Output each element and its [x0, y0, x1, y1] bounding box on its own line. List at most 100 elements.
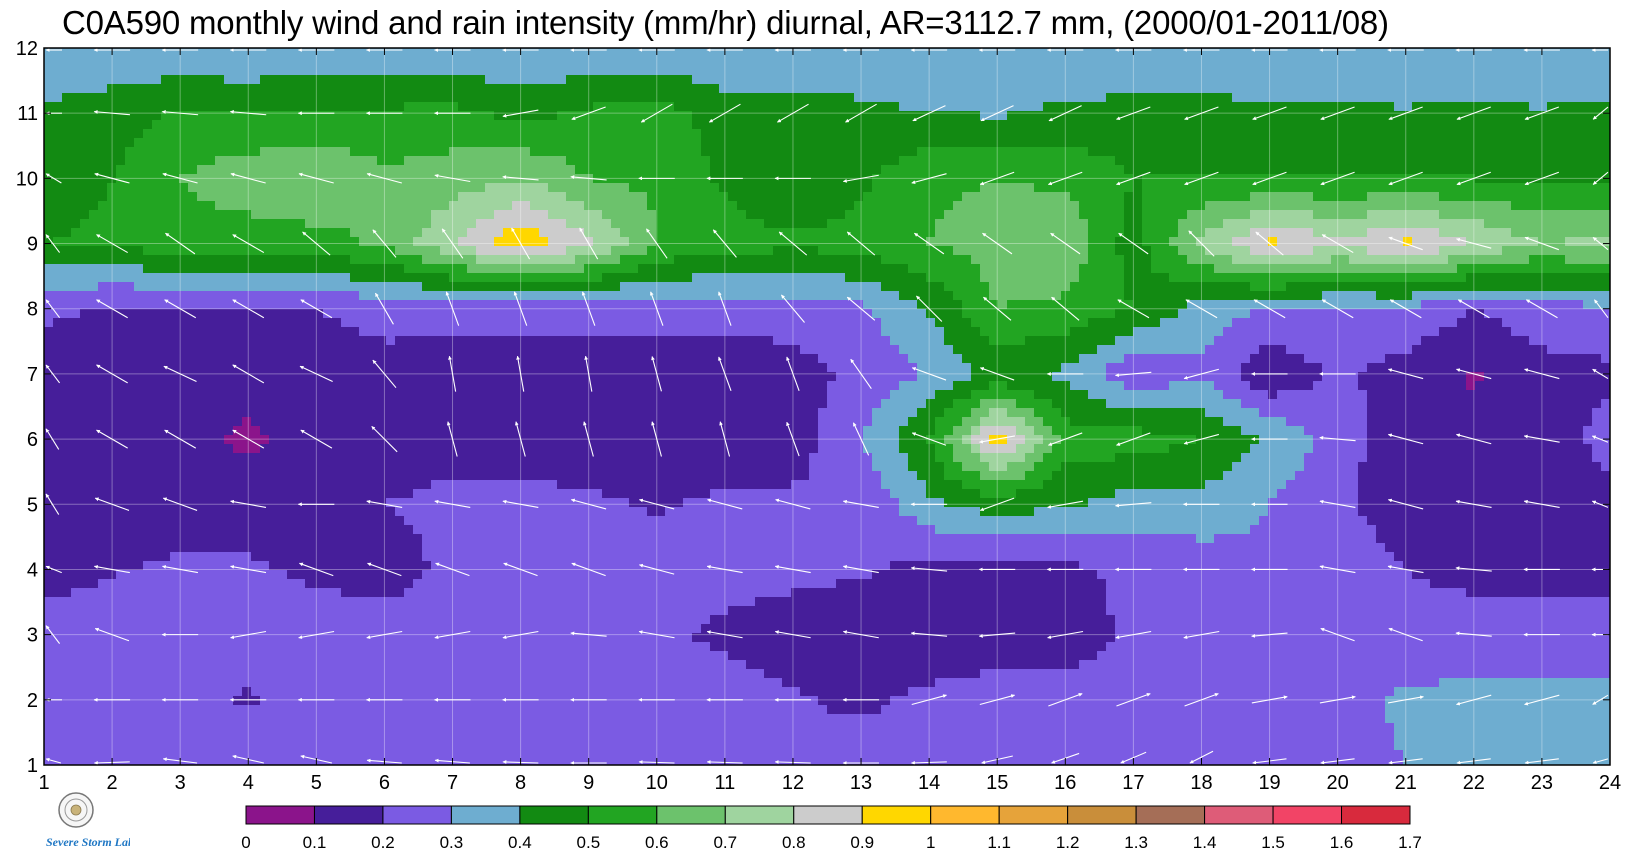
contour-cell — [116, 246, 126, 256]
contour-cell — [1106, 111, 1116, 121]
contour-cell — [1556, 93, 1566, 103]
contour-cell — [908, 111, 918, 121]
contour-cell — [404, 57, 414, 67]
contour-cell — [1124, 264, 1134, 274]
contour-cell — [404, 219, 414, 229]
contour-cell — [224, 201, 234, 211]
contour-cell — [1151, 165, 1161, 175]
contour-cell — [1367, 138, 1377, 148]
contour-cell — [953, 264, 963, 274]
contour-cell — [872, 165, 882, 175]
contour-cell — [1484, 291, 1494, 301]
contour-cell — [827, 201, 837, 211]
contour-cell — [1133, 48, 1143, 58]
contour-cell — [1583, 291, 1593, 301]
contour-cell — [935, 129, 945, 139]
contour-cell — [1169, 48, 1179, 58]
contour-cell — [827, 246, 837, 256]
contour-cell — [422, 165, 432, 175]
contour-cell — [413, 174, 423, 184]
contour-cell — [260, 93, 270, 103]
contour-cell — [764, 57, 774, 67]
contour-cell — [989, 264, 999, 274]
contour-cell — [188, 219, 198, 229]
contour-cell — [809, 75, 819, 85]
contour-cell — [584, 120, 594, 130]
contour-cell — [170, 120, 180, 130]
contour-cell — [1493, 165, 1503, 175]
contour-cell — [872, 255, 882, 265]
contour-cell — [476, 66, 486, 76]
contour-cell — [332, 273, 342, 283]
contour-cell — [1259, 75, 1269, 85]
contour-cell — [602, 183, 612, 193]
contour-cell — [791, 93, 801, 103]
contour-cell — [899, 138, 909, 148]
contour-cell — [494, 93, 504, 103]
contour-cell — [1286, 255, 1296, 265]
contour-cell — [656, 120, 666, 130]
contour-cell — [1430, 84, 1440, 94]
contour-cell — [278, 300, 288, 310]
contour-cell — [755, 183, 765, 193]
contour-cell — [1367, 84, 1377, 94]
contour-cell — [917, 66, 927, 76]
contour-cell — [323, 264, 333, 274]
contour-cell — [926, 183, 936, 193]
contour-cell — [1241, 129, 1251, 139]
contour-cell — [395, 255, 405, 265]
contour-cell — [710, 102, 720, 112]
contour-cell — [62, 237, 72, 247]
contour-cell — [1052, 237, 1062, 247]
contour-cell — [629, 129, 639, 139]
contour-cell — [44, 75, 54, 85]
contour-cell — [332, 57, 342, 67]
contour-cell — [1448, 48, 1458, 58]
contour-cell — [1601, 66, 1610, 76]
contour-cell — [1133, 93, 1143, 103]
contour-cell — [1241, 183, 1251, 193]
contour-cell — [1232, 264, 1242, 274]
contour-cell — [737, 66, 747, 76]
contour-cell — [143, 120, 153, 130]
contour-cell — [188, 48, 198, 58]
contour-cell — [890, 165, 900, 175]
contour-cell — [1403, 237, 1413, 247]
contour-cell — [1178, 57, 1188, 67]
contour-cell — [1277, 210, 1287, 220]
contour-cell — [1412, 255, 1422, 265]
contour-cell — [1232, 120, 1242, 130]
contour-cell — [1403, 93, 1413, 103]
contour-cell — [377, 192, 387, 202]
contour-cell — [1421, 120, 1431, 130]
contour-cell — [260, 111, 270, 121]
contour-cell — [1493, 219, 1503, 229]
contour-cell — [1403, 75, 1413, 85]
contour-cell — [629, 237, 639, 247]
contour-cell — [1034, 120, 1044, 130]
contour-cell — [1025, 219, 1035, 229]
contour-cell — [800, 156, 810, 166]
contour-cell — [422, 102, 432, 112]
contour-cell — [1592, 201, 1602, 211]
contour-cell — [368, 282, 378, 292]
contour-cell — [116, 201, 126, 211]
contour-cell — [1250, 165, 1260, 175]
contour-cell — [692, 66, 702, 76]
contour-cell — [1133, 183, 1143, 193]
contour-cell — [818, 246, 828, 256]
contour-cell — [485, 174, 495, 184]
contour-cell — [422, 111, 432, 121]
contour-cell — [746, 174, 756, 184]
contour-cell — [548, 57, 558, 67]
contour-cell — [1412, 84, 1422, 94]
contour-cell — [1286, 111, 1296, 121]
contour-cell — [620, 120, 630, 130]
contour-cell — [395, 48, 405, 58]
contour-cell — [80, 291, 90, 301]
contour-cell — [557, 264, 567, 274]
contour-cell — [1439, 138, 1449, 148]
contour-cell — [1385, 129, 1395, 139]
contour-cell — [1268, 219, 1278, 229]
contour-cell — [332, 129, 342, 139]
